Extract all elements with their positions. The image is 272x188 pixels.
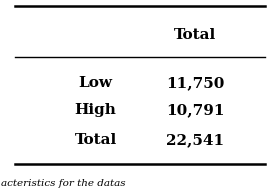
Text: 22,541: 22,541: [166, 133, 224, 147]
Text: acteristics for the datas: acteristics for the datas: [1, 179, 126, 188]
Text: 10,791: 10,791: [166, 103, 224, 117]
Text: Total: Total: [75, 133, 117, 147]
Text: Low: Low: [79, 77, 113, 90]
Text: 11,750: 11,750: [166, 77, 224, 90]
Text: High: High: [75, 103, 117, 117]
Text: Total: Total: [174, 28, 216, 42]
